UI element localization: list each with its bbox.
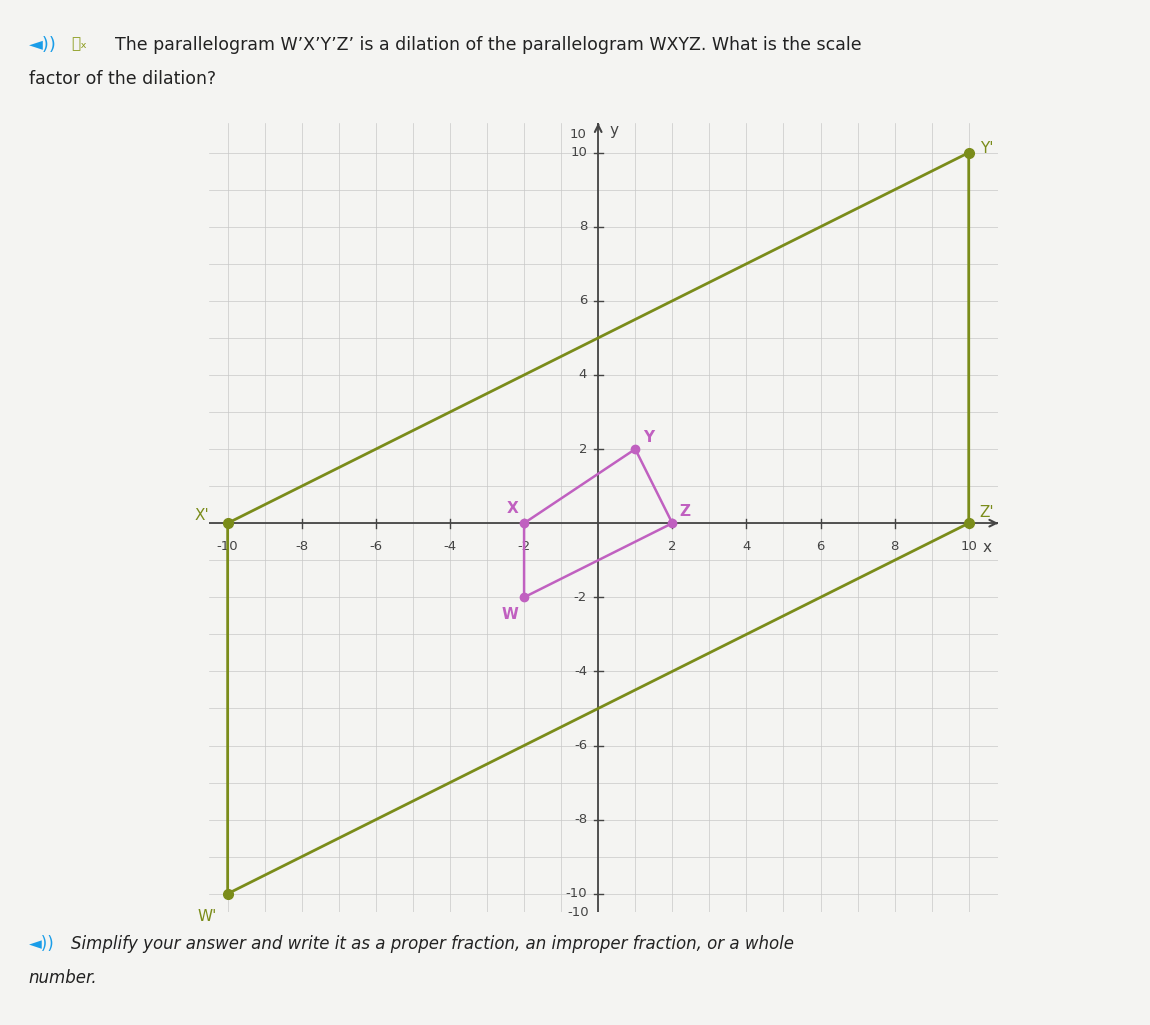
- Text: -8: -8: [296, 540, 308, 552]
- Text: -10: -10: [567, 906, 589, 918]
- Text: ◄)): ◄)): [29, 36, 56, 54]
- Text: 8: 8: [578, 220, 588, 234]
- Text: Y: Y: [643, 430, 654, 446]
- Text: 2: 2: [578, 443, 588, 455]
- Text: Z: Z: [680, 504, 691, 520]
- Text: 10: 10: [570, 147, 588, 159]
- Text: x: x: [983, 540, 991, 555]
- Text: ◄)): ◄)): [29, 935, 54, 953]
- Text: -2: -2: [518, 540, 530, 552]
- Text: -10: -10: [566, 888, 588, 900]
- Text: Simplify your answer and write it as a proper fraction, an improper fraction, or: Simplify your answer and write it as a p…: [71, 935, 795, 953]
- Text: -6: -6: [369, 540, 383, 552]
- Text: Y': Y': [980, 141, 994, 157]
- Text: X: X: [507, 501, 519, 516]
- Text: 6: 6: [816, 540, 825, 552]
- Text: W: W: [501, 607, 519, 621]
- Text: The parallelogram W’X’Y’Z’ is a dilation of the parallelogram WXYZ. What is the : The parallelogram W’X’Y’Z’ is a dilation…: [115, 36, 861, 54]
- Text: 10: 10: [569, 128, 586, 140]
- Text: number.: number.: [29, 969, 98, 987]
- Text: 10: 10: [960, 540, 978, 552]
- Text: -4: -4: [444, 540, 457, 552]
- Text: 2: 2: [668, 540, 676, 552]
- Text: y: y: [610, 123, 619, 138]
- Text: Z': Z': [980, 504, 995, 520]
- Text: X': X': [194, 508, 209, 524]
- Text: 4: 4: [578, 368, 588, 381]
- Text: W': W': [197, 908, 216, 924]
- Text: -6: -6: [574, 739, 588, 752]
- Text: -2: -2: [574, 590, 588, 604]
- Text: -10: -10: [217, 540, 238, 552]
- Text: -8: -8: [574, 813, 588, 826]
- Text: 4: 4: [742, 540, 751, 552]
- Text: 6: 6: [578, 294, 588, 307]
- Text: 8: 8: [890, 540, 899, 552]
- Text: -4: -4: [574, 665, 588, 678]
- Text: factor of the dilation?: factor of the dilation?: [29, 70, 216, 88]
- Text: Ⓕₓ: Ⓕₓ: [71, 36, 87, 51]
